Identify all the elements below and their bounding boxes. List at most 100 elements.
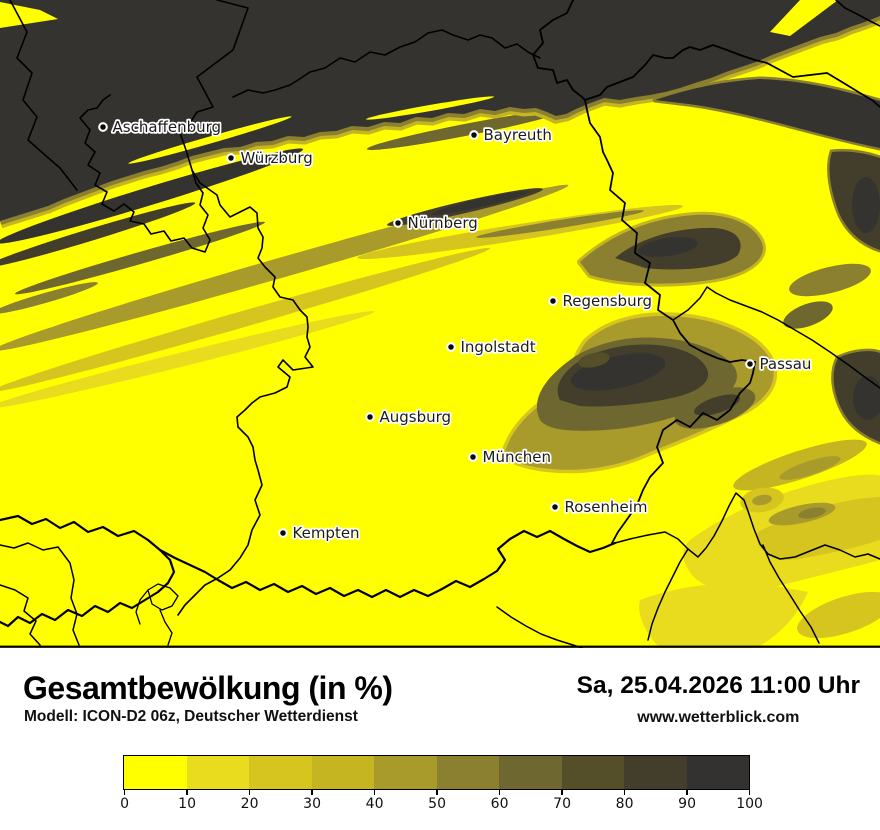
colorbar-ticks: 0 10 20 30 40 50 60 70 80 90 100 — [120, 790, 763, 818]
border-bavaria-northwest — [177, 0, 314, 616]
legend-cell — [561, 756, 624, 789]
legend-tick-label: 20 — [240, 796, 259, 812]
border-hessen — [9, 0, 78, 191]
city-label: Ingolstadt — [461, 338, 536, 356]
city-label: Augsburg — [380, 408, 452, 426]
border-austria-south-2 — [647, 548, 689, 641]
border-alps-austria — [158, 529, 617, 599]
border-austria-inn — [611, 361, 756, 544]
border-thuringia — [232, 29, 541, 98]
legend-tick-label: 40 — [365, 796, 384, 812]
tick-mark — [436, 790, 438, 795]
border-czech-austria — [672, 286, 880, 389]
city-label: Aschaffenburg — [113, 118, 222, 136]
border-bodensee — [0, 514, 176, 628]
city-label: Würzburg — [241, 149, 313, 167]
border-corner-northeast — [835, 0, 880, 27]
tick-mark — [186, 790, 188, 795]
border-swiss-2 — [0, 584, 41, 646]
border-czech-northeast — [584, 44, 880, 108]
city-marker-bayreuth: Bayreuth — [469, 124, 554, 146]
city-marker-regensburg: Regensburg — [548, 291, 654, 312]
city-dot — [393, 218, 403, 228]
legend-tick-label: 80 — [615, 796, 634, 812]
tick-mark — [498, 790, 501, 795]
legend-tick-label: 90 — [678, 796, 697, 812]
model-info: Modell: ICON-D2 06z, Deutscher Wetterdie… — [24, 708, 358, 725]
city-dot — [365, 412, 375, 422]
timestamp-block: Sa, 25.04.2026 11:00 Uhr www.wetterblick… — [577, 672, 860, 727]
city-dot — [278, 528, 288, 538]
city-marker-münchen: München — [468, 447, 553, 468]
cloud-top-band — [0, 0, 880, 221]
city-label: Kempten — [293, 524, 360, 542]
tick-mark — [748, 790, 751, 795]
forecast-datetime: Sa, 25.04.2026 11:00 Uhr — [576, 672, 860, 699]
city-marker-kempten: Kempten — [278, 523, 361, 544]
city-dot — [98, 122, 108, 132]
border-liechtenstein-cluster — [135, 583, 179, 646]
city-marker-aschaffenburg: Aschaffenburg — [98, 116, 223, 138]
website-url: www.wetterblick.com — [637, 709, 800, 726]
city-marker-würzburg: Würzburg — [226, 147, 315, 169]
cities-layer: Aschaffenburg Würzburg Bayreuth Nürnberg Reg… — [98, 116, 813, 544]
tick-mark — [623, 790, 626, 795]
tick-mark — [123, 790, 126, 795]
city-marker-rosenheim: Rosenheim — [550, 497, 649, 518]
city-marker-nürnberg: Nürnberg — [393, 212, 480, 234]
city-label: Passau — [760, 355, 812, 373]
border-aschaffenburg-loop — [79, 94, 211, 253]
tick-mark — [373, 790, 376, 795]
legend-cell — [124, 756, 187, 789]
page-title: Gesamtbewölkung (in %) — [23, 670, 393, 706]
city-dot — [469, 130, 479, 140]
city-dot — [446, 342, 456, 352]
city-label: München — [483, 448, 551, 466]
legend-cell — [499, 756, 562, 789]
city-dot — [745, 359, 755, 369]
cloud-cover-map: Aschaffenburg Würzburg Bayreuth Nürnberg Reg… — [0, 0, 880, 648]
city-dot — [468, 452, 478, 462]
city-label: Nürnberg — [408, 214, 478, 232]
city-dot — [550, 502, 560, 512]
map-bottom-frame — [0, 645, 880, 648]
legend-cell — [186, 756, 249, 789]
city-label: Regensburg — [563, 292, 653, 310]
legend-tick-label: 10 — [178, 796, 197, 812]
colorbar — [123, 755, 750, 790]
tick-mark — [561, 790, 563, 795]
cloud-layer — [0, 0, 880, 648]
city-marker-ingolstadt: Ingolstadt — [446, 337, 537, 358]
border-layer — [0, 0, 880, 648]
map-canvas: Aschaffenburg Würzburg Bayreuth Nürnberg Reg… — [0, 0, 880, 648]
city-dot — [548, 296, 558, 306]
legend-cell — [624, 756, 687, 789]
legend-tick-label: 100 — [736, 796, 763, 812]
legend-tick-label: 70 — [553, 796, 572, 812]
legend-cell — [374, 756, 437, 789]
border-austria-south-1 — [762, 544, 820, 644]
city-label: Bayreuth — [484, 126, 552, 144]
city-marker-passau: Passau — [745, 354, 813, 375]
legend: 0 10 20 30 40 50 60 70 80 90 100 — [120, 755, 763, 818]
city-label: Rosenheim — [565, 498, 648, 516]
legend-tick-label: 0 — [120, 796, 130, 812]
border-tyrol — [496, 606, 583, 648]
legend-tick-label: 60 — [490, 796, 509, 812]
tick-mark — [248, 790, 251, 795]
legend-cell — [686, 756, 749, 789]
city-marker-augsburg: Augsburg — [365, 407, 453, 428]
tick-mark — [686, 790, 688, 795]
border-swiss-1 — [0, 542, 80, 646]
legend-cell — [311, 756, 374, 789]
border-salzburg — [614, 492, 880, 560]
tick-mark — [311, 790, 313, 795]
legend-tick-label: 50 — [428, 796, 447, 812]
city-dot — [226, 153, 236, 163]
legend-cell — [436, 756, 499, 789]
legend-cell — [249, 756, 312, 789]
legend-tick-label: 30 — [303, 796, 322, 812]
border-czech-west — [532, 0, 756, 363]
footer: Gesamtbewölkung (in %) Modell: ICON-D2 0… — [0, 648, 880, 830]
